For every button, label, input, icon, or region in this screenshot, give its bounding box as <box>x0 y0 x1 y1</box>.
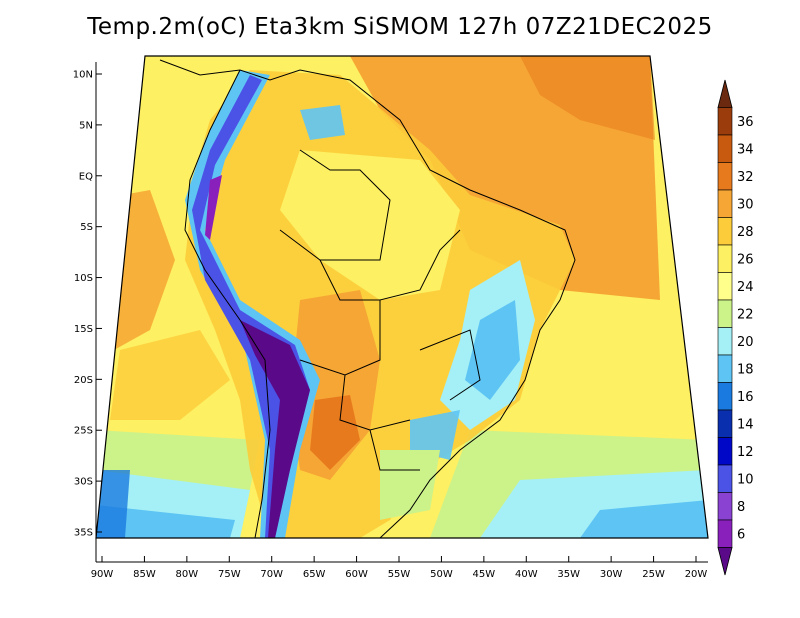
lon-tick-label: 80W <box>176 569 199 580</box>
colorbar-label: 36 <box>737 115 754 130</box>
lon-tick-label: 25W <box>642 569 665 580</box>
colorbar-segment <box>717 217 733 246</box>
colorbar-segment <box>717 189 733 218</box>
colorbar-segment <box>717 299 733 328</box>
lon-tick-label: 85W <box>133 569 156 580</box>
lon-tick-label: 40W <box>515 569 538 580</box>
colorbar-label: 6 <box>737 527 745 542</box>
colorbar: 36 34 32 30 28 26 24 22 20 18 16 14 12 10 8 6 <box>717 79 754 576</box>
colorbar-label: 26 <box>737 252 754 267</box>
colorbar-segment <box>717 107 733 136</box>
lat-tick-label: 25S <box>74 426 93 437</box>
colorbar-segment <box>717 134 733 163</box>
lat-tick-label: 10N <box>73 70 93 81</box>
colorbar-label: 24 <box>737 280 754 295</box>
colorbar-label: 12 <box>737 445 754 460</box>
colorbar-label: 10 <box>737 472 754 487</box>
lon-tick-label: 20W <box>685 569 708 580</box>
lon-tick-label: 70W <box>260 569 283 580</box>
colorbar-segment <box>717 492 733 521</box>
lon-axis: 90W 85W 80W 75W 70W 65W 60W 55W 50W 45W 40W 35W 30W 2… <box>91 556 708 580</box>
lat-tick-label: 30S <box>74 477 93 488</box>
colorbar-label: 28 <box>737 225 754 240</box>
lat-tick-label: 5N <box>79 120 93 131</box>
lon-tick-label: 30W <box>600 569 623 580</box>
colorbar-segment <box>717 464 733 493</box>
lon-tick-label: 60W <box>345 569 368 580</box>
colorbar-label: 30 <box>737 197 754 212</box>
lon-tick-label: 75W <box>218 569 241 580</box>
colorbar-segment <box>717 519 733 548</box>
lat-tick-label: 10S <box>74 273 93 284</box>
colorbar-segment <box>717 244 733 273</box>
lon-tick-label: 50W <box>430 569 453 580</box>
colorbar-label: 20 <box>737 335 754 350</box>
colorbar-label: 34 <box>737 142 754 157</box>
colorbar-segment <box>717 382 733 411</box>
colorbar-segment <box>717 327 733 356</box>
colorbar-segment <box>717 437 733 466</box>
colorbar-label: 22 <box>737 307 754 322</box>
country-borders <box>159 59 576 538</box>
lon-tick-label: 90W <box>91 569 114 580</box>
colorbar-segment <box>717 354 733 383</box>
colorbar-label: 14 <box>737 417 754 432</box>
colorbar-label: 8 <box>737 500 745 515</box>
lon-tick-label: 45W <box>473 569 496 580</box>
colorbar-segment <box>717 409 733 438</box>
map-frame <box>95 55 709 539</box>
colorbar-segment <box>717 272 733 301</box>
temperature-field <box>96 56 708 538</box>
lat-tick-label: 20S <box>74 375 93 386</box>
lon-tick-label: 55W <box>388 569 411 580</box>
lat-tick-label: EQ <box>79 171 93 182</box>
lat-tick-label: 35S <box>74 528 93 539</box>
lat-tick-label: 5S <box>80 222 93 233</box>
lat-axis: 10N 5N EQ 5S 10S 15S 20S 25S 30S 35S <box>73 70 102 539</box>
colorbar-bottom-arrow <box>717 547 733 576</box>
colorbar-label: 32 <box>737 170 754 185</box>
colorbar-segment <box>717 162 733 191</box>
lon-tick-label: 65W <box>303 569 326 580</box>
map-title: Temp.2m(oC) Eta3km SiSMOM 127h 07Z21DEC2… <box>87 14 713 40</box>
colorbar-label: 18 <box>737 362 754 377</box>
colorbar-top-arrow <box>717 79 733 108</box>
lon-tick-label: 35W <box>557 569 580 580</box>
colorbar-label: 16 <box>737 390 754 405</box>
lat-tick-label: 15S <box>74 324 93 335</box>
